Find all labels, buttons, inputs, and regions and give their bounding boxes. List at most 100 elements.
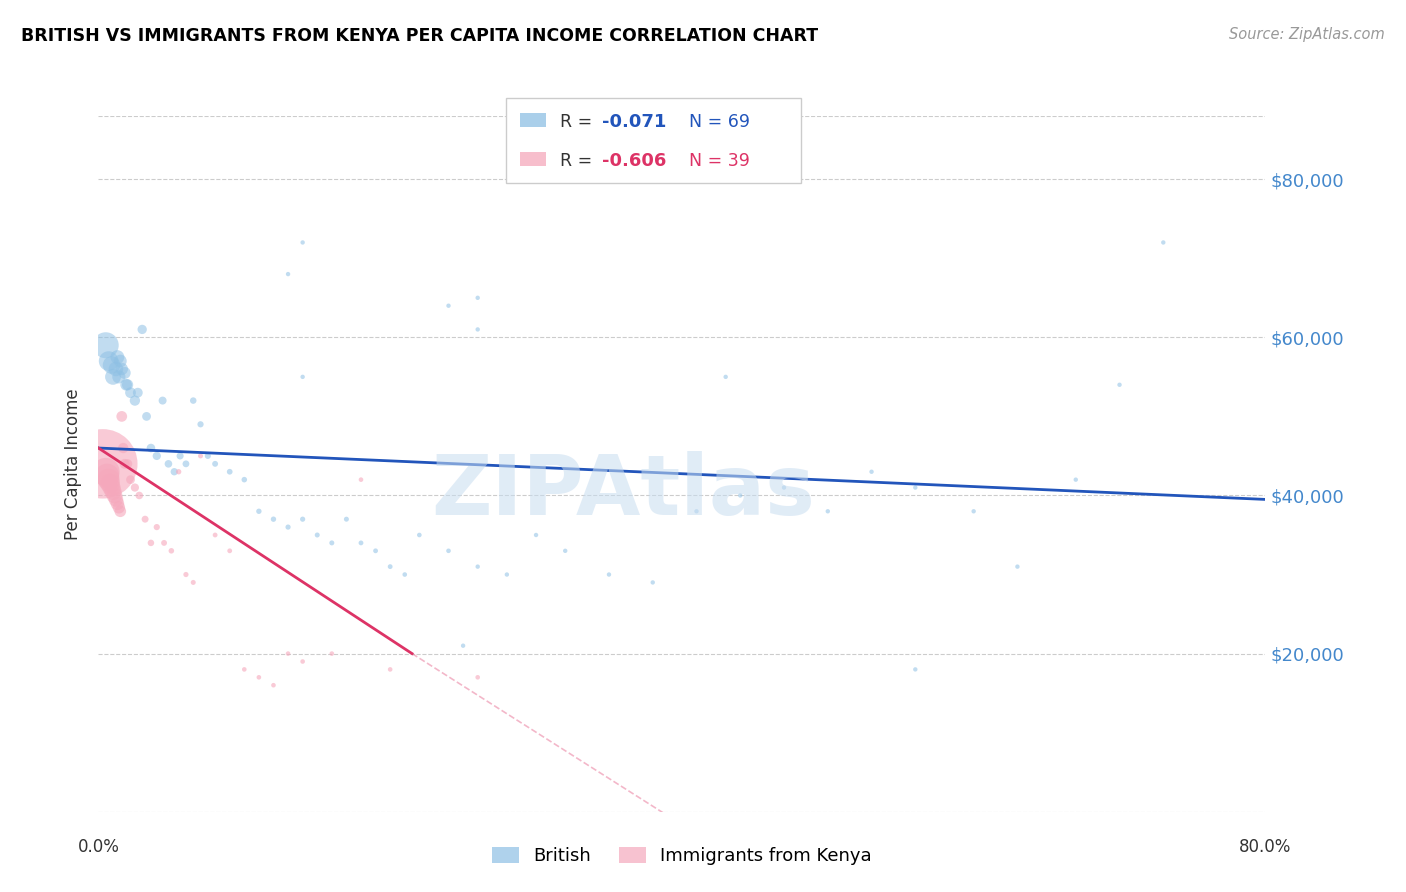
Point [350,536,373,550]
Point [111,362,134,376]
Point [146,449,169,463]
Point [1152,235,1174,250]
Point [277,267,299,281]
Point [169,449,191,463]
Point [685,504,707,518]
Point [350,473,373,487]
Point [451,639,474,653]
Point [233,662,256,676]
Point [467,559,489,574]
Point [204,457,226,471]
Point [104,492,127,507]
Point [94,338,117,352]
Point [467,670,489,684]
Text: -0.606: -0.606 [602,152,666,169]
Point [181,393,204,408]
Point [335,512,357,526]
Point [111,409,134,424]
Point [108,500,131,515]
Point [101,370,124,384]
Point [378,662,402,676]
Point [160,544,183,558]
Point [321,536,343,550]
Point [153,536,176,550]
Point [131,322,153,336]
Y-axis label: Per Capita Income: Per Capita Income [65,388,83,540]
Point [524,528,547,542]
Point [105,496,128,510]
Point [904,481,927,495]
Point [139,536,162,550]
Text: N = 39: N = 39 [689,152,749,169]
Point [146,520,169,534]
Point [110,504,132,518]
Point [962,504,984,518]
Point [1108,377,1130,392]
Point [97,354,120,368]
Point [105,350,128,364]
Point [598,567,620,582]
Point [307,528,329,542]
Text: -0.071: -0.071 [602,113,666,131]
Point [728,488,751,502]
Point [218,465,240,479]
Point [163,465,186,479]
Point [115,377,138,392]
Point [114,366,136,380]
Point [467,322,489,336]
Point [1064,473,1087,487]
Point [139,441,162,455]
Point [98,476,121,491]
Point [554,544,576,558]
Text: 0.0%: 0.0% [77,838,120,856]
Point [94,465,117,479]
Point [1007,559,1029,574]
Point [437,544,460,558]
Point [127,385,149,400]
Point [378,559,402,574]
Legend: British, Immigrants from Kenya: British, Immigrants from Kenya [485,839,879,872]
Point [190,449,212,463]
Point [437,299,460,313]
Point [152,393,174,408]
Point [291,235,314,250]
Point [117,377,139,392]
Point [218,544,240,558]
Point [157,457,180,471]
Point [124,393,146,408]
Point [197,449,219,463]
Point [364,544,387,558]
Point [124,481,146,495]
Point [100,481,122,495]
Point [277,647,299,661]
Point [120,385,142,400]
Point [233,473,256,487]
Text: R =: R = [560,152,598,169]
Point [904,662,927,676]
Text: R =: R = [560,113,598,131]
Text: N = 69: N = 69 [689,113,749,131]
Point [174,457,197,471]
Point [277,520,299,534]
Point [103,488,125,502]
Point [860,465,883,479]
Point [97,473,120,487]
Point [262,678,284,692]
Point [247,670,270,684]
Text: 80.0%: 80.0% [1239,838,1292,856]
Point [108,370,131,384]
Point [495,567,517,582]
Point [167,465,190,479]
Point [135,409,157,424]
Point [110,354,132,368]
Point [641,575,664,590]
Point [262,512,284,526]
Point [181,575,204,590]
Point [120,473,142,487]
Point [190,417,212,432]
Point [467,291,489,305]
Point [291,655,314,669]
Point [394,567,416,582]
Point [714,370,737,384]
Point [291,512,314,526]
